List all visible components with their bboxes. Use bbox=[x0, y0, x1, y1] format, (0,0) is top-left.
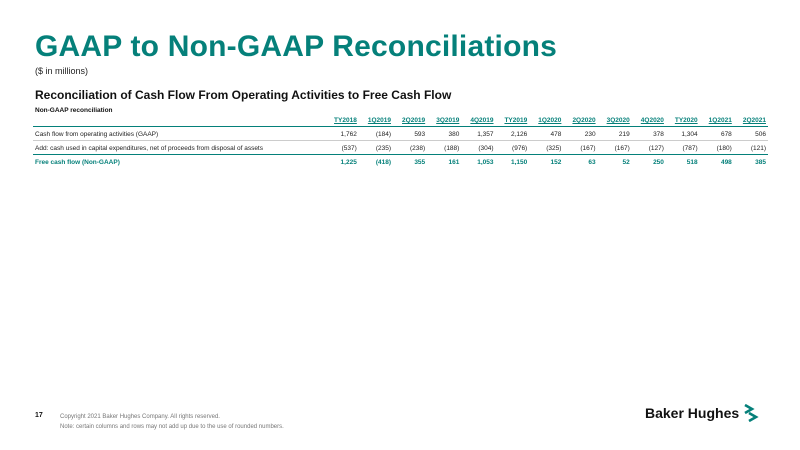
table-cell: (188) bbox=[427, 140, 462, 155]
table-cell: (787) bbox=[665, 140, 700, 155]
table-cell: 506 bbox=[755, 131, 766, 138]
logo-text: Baker Hughes bbox=[645, 405, 740, 421]
table-cell: 478 bbox=[550, 131, 562, 138]
footer-text: Copyright 2021 Baker Hughes Company. All… bbox=[60, 412, 284, 432]
table-cell: 1,225 bbox=[325, 154, 359, 168]
table-cell: 1,304 bbox=[681, 131, 698, 138]
table-cell: 152 bbox=[529, 154, 564, 168]
column-header: TY2018 bbox=[325, 114, 359, 127]
copyright-text: Copyright 2021 Baker Hughes Company. All… bbox=[60, 414, 220, 420]
table-cell: 1,357 bbox=[477, 131, 494, 138]
table-cell: 678 bbox=[720, 131, 732, 138]
table-cell: (127) bbox=[631, 140, 666, 155]
table-cell: 593 bbox=[414, 131, 426, 138]
page-title: GAAP to Non-GAAP Reconciliations bbox=[35, 30, 558, 63]
table-cell: (418) bbox=[358, 154, 393, 168]
baker-hughes-mark-icon bbox=[744, 404, 759, 422]
column-header: 2Q2019 bbox=[393, 114, 428, 127]
table-cell: 1,053 bbox=[461, 154, 496, 168]
table-cell: 518 bbox=[665, 154, 700, 168]
table-row: Add: cash used in capital expenditures, … bbox=[33, 140, 768, 155]
table-cell: 1,150 bbox=[495, 154, 530, 168]
table-cell: 230 bbox=[584, 131, 596, 138]
table-cell: (976) bbox=[495, 140, 530, 155]
table-cell: 52 bbox=[597, 154, 632, 168]
table-cell: (238) bbox=[393, 140, 428, 155]
column-header: 2Q2021 bbox=[733, 114, 768, 127]
table-cell: (121) bbox=[733, 140, 768, 155]
table-row: Cash flow from operating activities (GAA… bbox=[33, 127, 768, 141]
column-header: TY2020 bbox=[665, 114, 700, 127]
table-cell: (180) bbox=[699, 140, 734, 155]
column-header: 1Q2019 bbox=[358, 114, 393, 127]
rounding-note: Note: certain columns and rows may not a… bbox=[60, 424, 284, 430]
column-header: 1Q2021 bbox=[699, 114, 734, 127]
row-label: Cash flow from operating activities (GAA… bbox=[35, 131, 159, 138]
table-cell: (235) bbox=[358, 140, 393, 155]
table-cell: 250 bbox=[631, 154, 666, 168]
table-cell: (304) bbox=[461, 140, 496, 155]
table-cell: (167) bbox=[597, 140, 632, 155]
column-header: 2Q2020 bbox=[563, 114, 598, 127]
table-cell: (167) bbox=[563, 140, 598, 155]
table-cell: 63 bbox=[563, 154, 598, 168]
table-cell: (537) bbox=[325, 140, 359, 155]
table-cell: (184) bbox=[375, 131, 391, 138]
section-heading: Reconciliation of Cash Flow From Operati… bbox=[35, 88, 452, 102]
header-label-cell bbox=[33, 114, 326, 127]
row-label: Add: cash used in capital expenditures, … bbox=[33, 140, 326, 155]
table-cell: 161 bbox=[427, 154, 462, 168]
table-cell: 498 bbox=[699, 154, 734, 168]
table-caption: Non-GAAP reconciliation bbox=[35, 107, 113, 114]
table-cell: 378 bbox=[653, 131, 664, 138]
column-header: 4Q2019 bbox=[461, 114, 496, 127]
table-cell: 1,762 bbox=[340, 131, 357, 138]
column-header: 4Q2020 bbox=[631, 114, 666, 127]
row-label: Free cash flow (Non-GAAP) bbox=[33, 154, 326, 168]
table-row-total: Free cash flow (Non-GAAP) 1,225 (418) 35… bbox=[33, 154, 768, 168]
page-subtitle: ($ in millions) bbox=[35, 66, 89, 76]
table-header-row: TY2018 1Q2019 2Q2019 3Q2019 4Q2019 TY201… bbox=[33, 114, 768, 127]
table-cell: 385 bbox=[733, 154, 768, 168]
column-header: 3Q2019 bbox=[427, 114, 462, 127]
table-cell: (325) bbox=[529, 140, 564, 155]
table-cell: 219 bbox=[618, 131, 630, 138]
company-logo: Baker Hughes bbox=[645, 404, 759, 422]
table-cell: 355 bbox=[393, 154, 428, 168]
column-header: TY2019 bbox=[495, 114, 530, 127]
table-cell: 380 bbox=[448, 131, 460, 138]
table-cell: 2,126 bbox=[510, 131, 528, 138]
column-header: 1Q2020 bbox=[529, 114, 564, 127]
column-header: 3Q2020 bbox=[597, 114, 632, 127]
page-number: 17 bbox=[35, 412, 43, 419]
reconciliation-table: TY2018 1Q2019 2Q2019 3Q2019 4Q2019 TY201… bbox=[33, 114, 768, 168]
